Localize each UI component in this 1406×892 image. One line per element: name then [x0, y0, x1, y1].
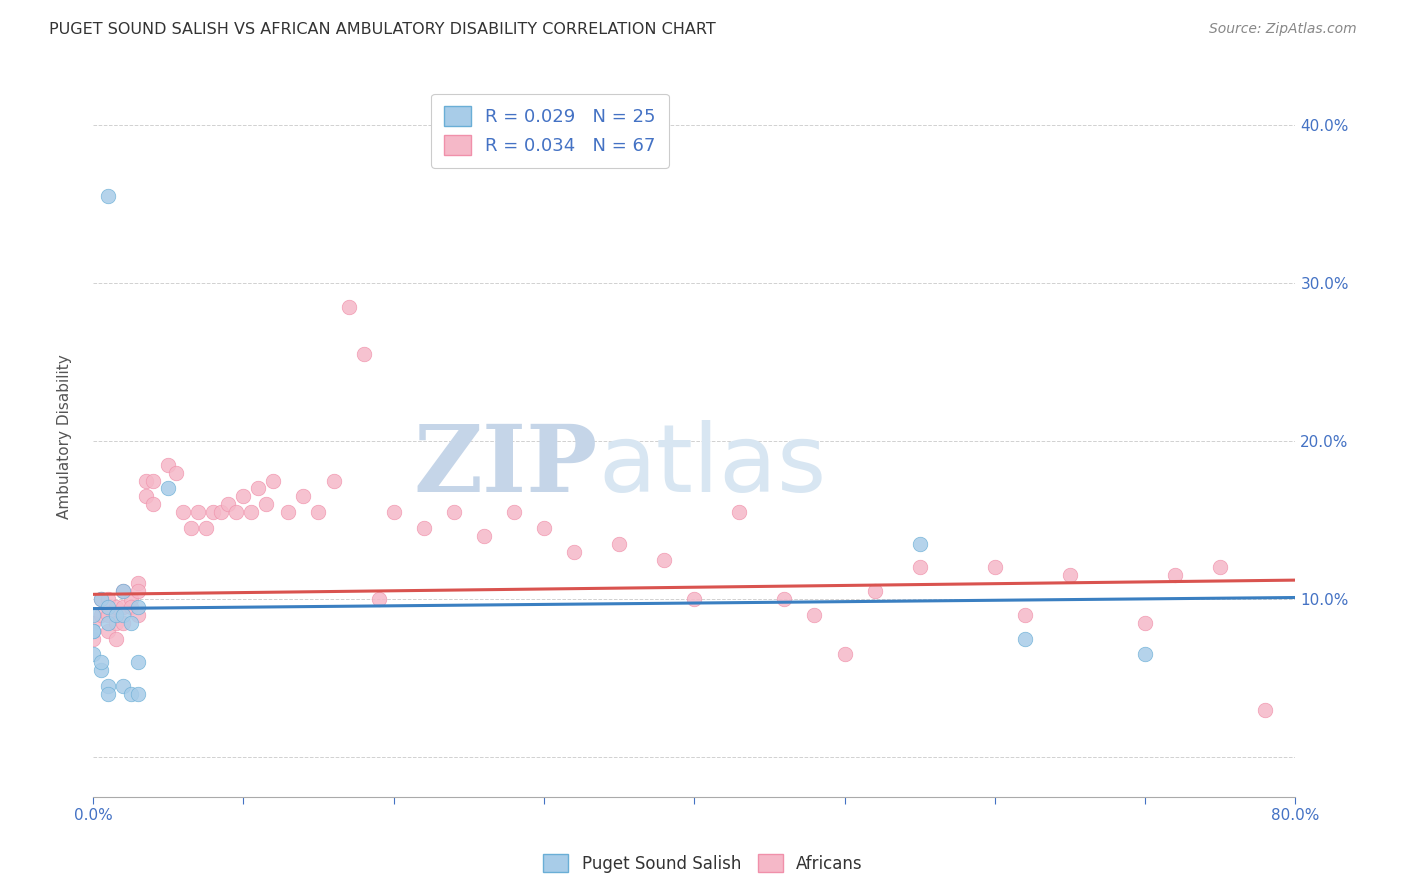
- Point: [443, 505, 465, 519]
- Point: [908, 537, 931, 551]
- Point: [120, 599, 142, 614]
- Point: [97, 599, 120, 614]
- Point: [353, 347, 375, 361]
- Point: [127, 599, 149, 614]
- Point: [863, 584, 886, 599]
- Point: [1014, 607, 1036, 622]
- Point: [232, 489, 254, 503]
- Point: [652, 552, 675, 566]
- Point: [82, 648, 104, 662]
- Point: [165, 466, 187, 480]
- Point: [1209, 560, 1232, 574]
- Point: [308, 505, 330, 519]
- Point: [89, 592, 111, 607]
- Point: [1133, 648, 1156, 662]
- Text: Source: ZipAtlas.com: Source: ZipAtlas.com: [1209, 22, 1357, 37]
- Legend: Puget Sound Salish, Africans: Puget Sound Salish, Africans: [537, 847, 869, 880]
- Point: [1254, 703, 1277, 717]
- Point: [194, 521, 217, 535]
- Legend: R = 0.029   N = 25, R = 0.034   N = 67: R = 0.029 N = 25, R = 0.034 N = 67: [432, 94, 669, 168]
- Point: [254, 497, 277, 511]
- Point: [97, 624, 120, 638]
- Point: [97, 607, 120, 622]
- Point: [112, 599, 135, 614]
- Point: [127, 576, 149, 591]
- Point: [683, 592, 706, 607]
- Point: [104, 615, 127, 630]
- Point: [217, 497, 239, 511]
- Y-axis label: Ambulatory Disability: Ambulatory Disability: [58, 355, 72, 519]
- Point: [1164, 568, 1187, 582]
- Text: atlas: atlas: [598, 420, 827, 512]
- Point: [142, 497, 165, 511]
- Point: [112, 607, 135, 622]
- Point: [562, 544, 585, 558]
- Point: [277, 505, 299, 519]
- Point: [97, 615, 120, 630]
- Point: [157, 458, 180, 472]
- Point: [239, 505, 262, 519]
- Point: [127, 607, 149, 622]
- Point: [834, 648, 856, 662]
- Point: [172, 505, 194, 519]
- Point: [157, 482, 180, 496]
- Point: [104, 632, 127, 646]
- Point: [97, 189, 120, 203]
- Point: [120, 687, 142, 701]
- Point: [187, 505, 209, 519]
- Point: [89, 663, 111, 677]
- Point: [89, 656, 111, 670]
- Point: [82, 624, 104, 638]
- Point: [225, 505, 247, 519]
- Point: [247, 482, 270, 496]
- Point: [728, 505, 751, 519]
- Text: PUGET SOUND SALISH VS AFRICAN AMBULATORY DISABILITY CORRELATION CHART: PUGET SOUND SALISH VS AFRICAN AMBULATORY…: [49, 22, 716, 37]
- Point: [472, 529, 495, 543]
- Point: [322, 474, 344, 488]
- Point: [127, 656, 149, 670]
- Point: [1059, 568, 1081, 582]
- Point: [104, 599, 127, 614]
- Point: [82, 624, 104, 638]
- Point: [127, 687, 149, 701]
- Point: [1133, 615, 1156, 630]
- Point: [89, 607, 111, 622]
- Point: [112, 615, 135, 630]
- Point: [292, 489, 315, 503]
- Point: [112, 584, 135, 599]
- Point: [984, 560, 1007, 574]
- Point: [97, 687, 120, 701]
- Point: [367, 592, 389, 607]
- Point: [82, 632, 104, 646]
- Point: [112, 584, 135, 599]
- Point: [262, 474, 284, 488]
- Point: [180, 521, 202, 535]
- Point: [803, 607, 825, 622]
- Point: [1014, 632, 1036, 646]
- Point: [607, 537, 630, 551]
- Point: [120, 615, 142, 630]
- Point: [82, 615, 104, 630]
- Point: [97, 679, 120, 693]
- Point: [112, 679, 135, 693]
- Point: [908, 560, 931, 574]
- Point: [142, 474, 165, 488]
- Point: [382, 505, 405, 519]
- Point: [127, 584, 149, 599]
- Point: [773, 592, 796, 607]
- Point: [135, 474, 157, 488]
- Point: [533, 521, 555, 535]
- Point: [104, 607, 127, 622]
- Point: [97, 592, 120, 607]
- Point: [209, 505, 232, 519]
- Point: [89, 592, 111, 607]
- Point: [82, 607, 104, 622]
- Point: [412, 521, 434, 535]
- Point: [337, 300, 360, 314]
- Point: [120, 592, 142, 607]
- Point: [502, 505, 524, 519]
- Point: [202, 505, 225, 519]
- Point: [135, 489, 157, 503]
- Text: ZIP: ZIP: [413, 421, 598, 511]
